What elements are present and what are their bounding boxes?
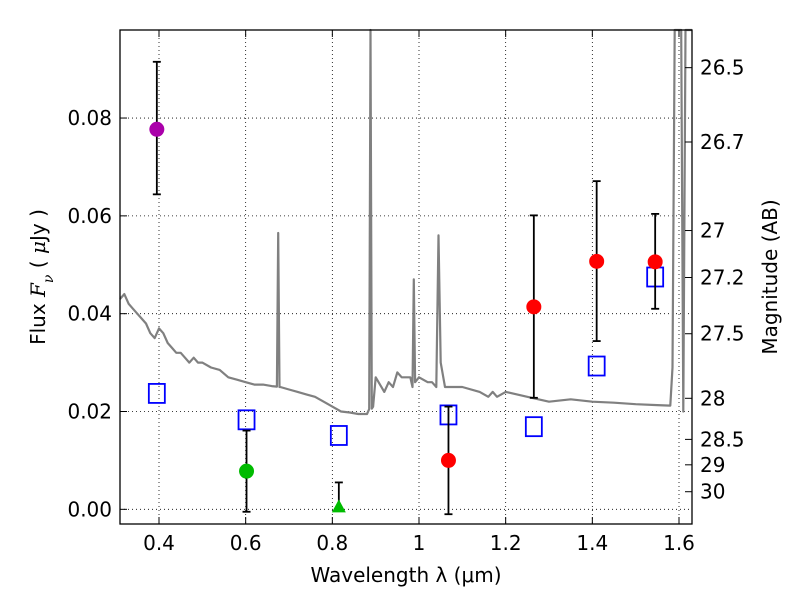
x-tick-label: 0.4 bbox=[143, 531, 175, 555]
plot-frame bbox=[119, 29, 693, 525]
right-axis-label: Magnitude (AB) bbox=[758, 199, 782, 354]
magnitude-tick-label: 26.5 bbox=[700, 56, 745, 80]
flux-point bbox=[589, 253, 605, 269]
upper-limit-triangle bbox=[331, 499, 346, 513]
x-tick-label: 0.6 bbox=[230, 531, 262, 555]
magnitude-tick-label: 28 bbox=[700, 386, 725, 410]
y-axis-label: Flux Fν ( μJy ) bbox=[26, 209, 57, 345]
magnitude-tick-label: 30 bbox=[700, 480, 725, 504]
y-tick-label: 0.02 bbox=[67, 400, 112, 424]
magnitude-tick-label: 28.5 bbox=[700, 427, 745, 451]
model-photometry-square bbox=[524, 416, 543, 438]
magnitude-tick-label: 29 bbox=[700, 453, 725, 477]
sed-model-path bbox=[119, 28, 692, 416]
x-axis-label: Wavelength λ (μm) bbox=[310, 563, 501, 587]
x-tick-label: 1.4 bbox=[576, 531, 608, 555]
flux-point bbox=[440, 452, 456, 468]
x-tick-label: 1.6 bbox=[663, 531, 695, 555]
flux-point bbox=[526, 299, 542, 315]
magnitude-tick-label: 27.2 bbox=[700, 265, 745, 289]
flux-point bbox=[149, 121, 165, 137]
x-tick-label: 0.8 bbox=[316, 531, 348, 555]
markers bbox=[147, 60, 665, 516]
magnitude-tick-label: 26.7 bbox=[700, 130, 745, 154]
model-photometry-square bbox=[237, 409, 256, 431]
flux-point bbox=[647, 254, 663, 270]
y-tick-label: 0.08 bbox=[67, 106, 112, 130]
magnitude-tick-label: 27.5 bbox=[700, 322, 745, 346]
y-tick-label: 0.04 bbox=[67, 302, 112, 326]
model-photometry-square bbox=[587, 355, 606, 377]
x-tick-label: 1 bbox=[413, 531, 426, 555]
y-axis-label-text: Flux Fν ( μJy ) bbox=[26, 209, 57, 345]
model-photometry-square bbox=[147, 383, 166, 404]
grid bbox=[120, 30, 692, 524]
axes: 0.4 0.6 0.8 1 1.2 1.4 1.6 0.00 0.02 0.04 0.06 0.08 2… bbox=[67, 30, 745, 555]
sed-model-line bbox=[119, 28, 692, 416]
model-photometry-square bbox=[329, 425, 348, 446]
magnitude-tick-label: 27 bbox=[700, 219, 725, 243]
flux-point bbox=[239, 463, 255, 479]
x-tick-label: 1.2 bbox=[490, 531, 522, 555]
y-tick-label: 0.00 bbox=[67, 497, 112, 521]
y-tick-label: 0.06 bbox=[67, 204, 112, 228]
